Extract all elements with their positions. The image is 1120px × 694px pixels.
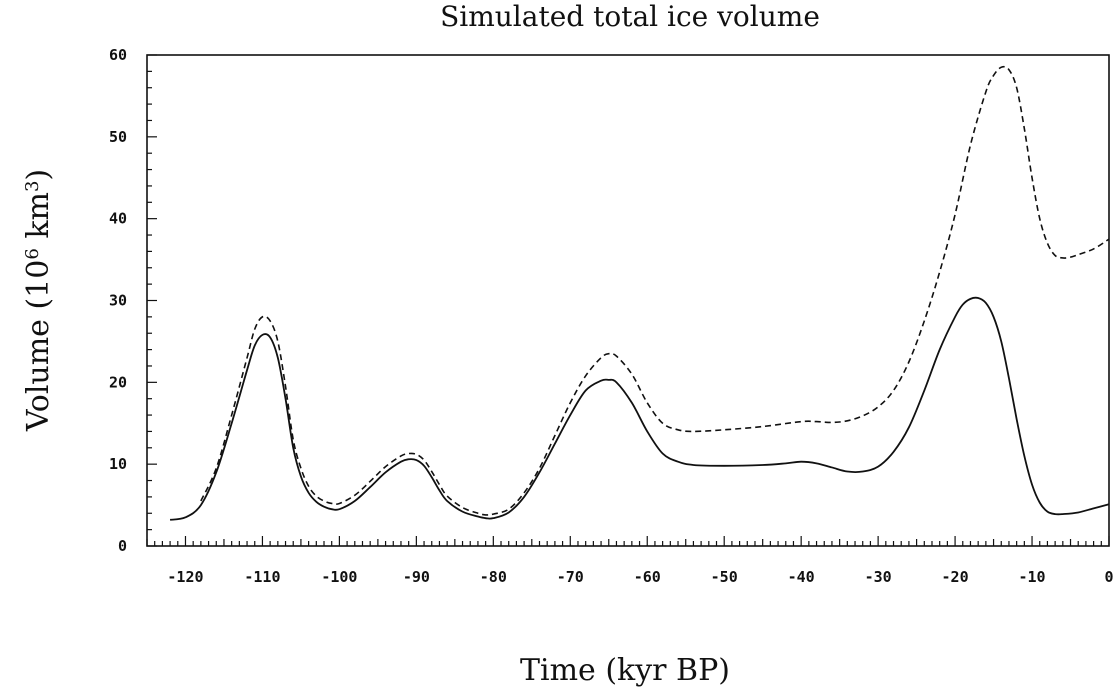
- chart-title: Simulated total ice volume: [440, 0, 820, 33]
- y-tick-label: 50: [109, 128, 127, 146]
- x-tick-label: -110: [244, 568, 280, 586]
- y-axis-title-end: ): [21, 169, 56, 181]
- x-tick-label: -30: [865, 568, 892, 586]
- x-tick-label: -120: [167, 568, 203, 586]
- x-tick-label: -40: [788, 568, 815, 586]
- y-axis-title-exp2: 3: [22, 181, 43, 192]
- y-axis-ticks: [147, 54, 157, 547]
- x-tick-label: -50: [711, 568, 738, 586]
- x-tick-label: 0: [1104, 568, 1113, 586]
- x-tick-label: -80: [480, 568, 507, 586]
- solid-series-line: [169, 296, 1110, 521]
- y-tick-label: 20: [109, 373, 127, 391]
- y-tick-label: 30: [109, 292, 127, 310]
- x-tick-label: -20: [942, 568, 969, 586]
- x-tick-label: -60: [634, 568, 661, 586]
- y-tick-label: 40: [109, 210, 127, 228]
- x-tick-label: -10: [1018, 568, 1045, 586]
- y-axis-tick-labels: 0 10 20 30 40 50 60: [109, 46, 127, 555]
- y-tick-label: 10: [109, 455, 127, 473]
- plot-area: [146, 54, 1110, 547]
- y-tick-label: 60: [109, 46, 127, 64]
- x-tick-label: -90: [403, 568, 430, 586]
- series-layer: [169, 65, 1110, 521]
- y-axis-title-mid: km: [21, 192, 56, 248]
- plot-frame: [146, 54, 1110, 547]
- y-tick-label: 0: [118, 537, 127, 555]
- y-axis-title: Volume (106 km3): [21, 169, 56, 432]
- y-axis-title-main: Volume (10: [21, 260, 56, 433]
- x-tick-label: -100: [321, 568, 357, 586]
- x-tick-label: -70: [557, 568, 584, 586]
- dashed-series-line: [200, 65, 1110, 516]
- x-axis-title: Time (kyr BP): [520, 653, 730, 688]
- x-axis-tick-labels: -120 -110 -100 -90 -80 -70 -60 -50 -40 -30 -20 -10 0: [167, 568, 1113, 586]
- y-axis-title-exp1: 6: [22, 248, 43, 259]
- x-axis-ticks: [146, 536, 1110, 546]
